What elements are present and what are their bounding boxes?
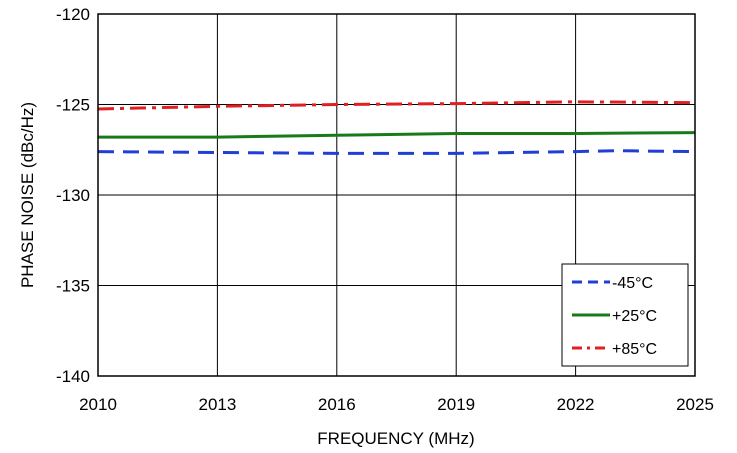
- x-axis-title: FREQUENCY (MHz): [317, 429, 474, 448]
- y-axis-title: PHASE NOISE (dBc/Hz): [18, 102, 37, 288]
- y-tick-labels: -140 -135 -130 -125 -120: [56, 5, 90, 386]
- y-tick-label: -130: [56, 186, 90, 205]
- y-tick-label: -120: [56, 5, 90, 24]
- legend-label: +25°C: [612, 308, 657, 325]
- x-tick-label: 2016: [318, 395, 356, 414]
- y-tick-label: -135: [56, 277, 90, 296]
- legend: -45°C +25°C +85°C: [561, 263, 689, 367]
- x-tick-label: 2025: [676, 395, 714, 414]
- x-tick-labels: 2010 2013 2016 2019 2022 2025: [79, 395, 714, 414]
- legend-label: -45°C: [612, 275, 653, 292]
- x-tick-label: 2019: [437, 395, 475, 414]
- legend-label: +85°C: [612, 341, 657, 358]
- series-line-2: [97, 100, 696, 111]
- series-layer: [97, 100, 696, 155]
- y-tick-label: -125: [56, 96, 90, 115]
- x-tick-label: 2010: [79, 395, 117, 414]
- y-tick-label: -140: [56, 367, 90, 386]
- series-line-0: [97, 149, 696, 155]
- plot-border: [97, 13, 696, 377]
- series-line-1: [98, 131, 696, 139]
- x-tick-label: 2013: [198, 395, 236, 414]
- x-tick-label: 2022: [557, 395, 595, 414]
